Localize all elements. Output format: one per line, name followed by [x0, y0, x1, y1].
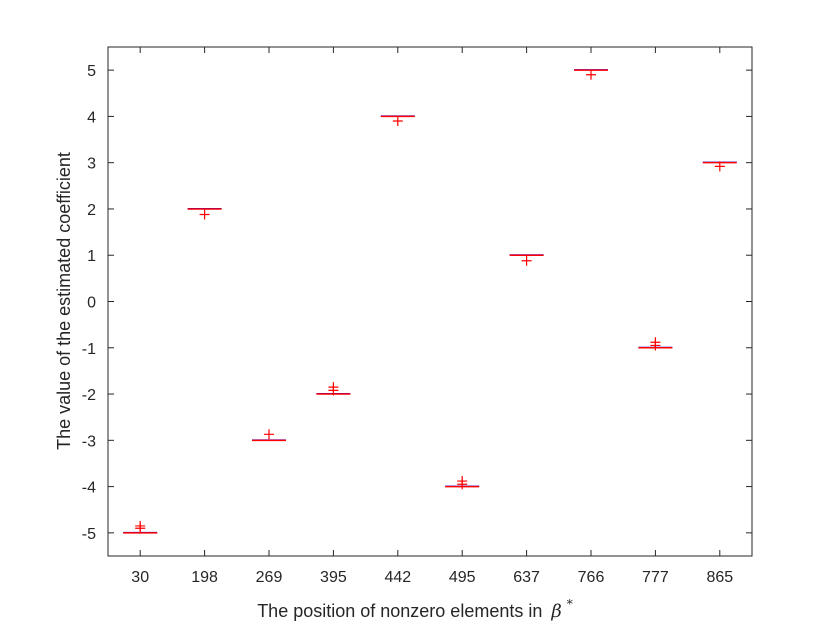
y-tick-label: -5 — [82, 526, 96, 543]
y-tick-label: -4 — [82, 480, 96, 497]
outlier-marker — [199, 209, 210, 220]
x-tick-label: 637 — [513, 569, 540, 586]
x-axis-ticks: 30 198 269 395 442 495 637 766 777 865 — [131, 47, 733, 586]
x-tick-label: 495 — [449, 569, 476, 586]
outlier-marker — [586, 69, 596, 80]
outlier-marker — [135, 523, 146, 534]
x-tick-label: 766 — [578, 569, 605, 586]
x-tick-label: 395 — [320, 569, 347, 586]
outlier-marker — [457, 479, 468, 490]
y-tick-label: 2 — [87, 202, 96, 219]
box-marks — [123, 69, 737, 534]
y-tick-label: 5 — [87, 63, 96, 80]
plot-area-frame — [107, 46, 753, 557]
y-tick-label: 0 — [87, 295, 96, 312]
y-axis-ticks: -5 -4 -3 -2 -1 0 1 2 3 4 5 — [82, 63, 752, 543]
y-tick-label: -2 — [82, 387, 96, 404]
x-axis-label: The position of nonzero elements in β * — [257, 597, 573, 622]
outlier-marker — [650, 340, 661, 351]
x-axis-label-symbol: β — [550, 601, 561, 622]
outlier-marker — [392, 116, 403, 127]
y-tick-label: 4 — [87, 109, 96, 126]
outlier-marker — [521, 255, 532, 266]
x-axis-label-text: The position of nonzero elements in — [257, 601, 542, 621]
y-tick-label: 1 — [87, 248, 96, 265]
y-tick-label: -3 — [82, 433, 96, 450]
y-tick-label: -1 — [82, 341, 96, 358]
outlier-marker — [328, 385, 339, 396]
x-tick-label: 442 — [384, 569, 411, 586]
x-tick-label: 865 — [706, 569, 733, 586]
x-tick-label: 777 — [642, 569, 669, 586]
x-tick-label: 198 — [191, 569, 218, 586]
y-axis-label: The value of the estimated coefficient — [54, 152, 74, 450]
outlier-marker — [714, 161, 725, 172]
x-tick-label: 30 — [131, 569, 149, 586]
outlier-marker — [264, 429, 274, 440]
x-axis-label-superscript: * — [567, 597, 573, 611]
x-tick-label: 269 — [256, 569, 283, 586]
y-tick-label: 3 — [87, 156, 96, 173]
